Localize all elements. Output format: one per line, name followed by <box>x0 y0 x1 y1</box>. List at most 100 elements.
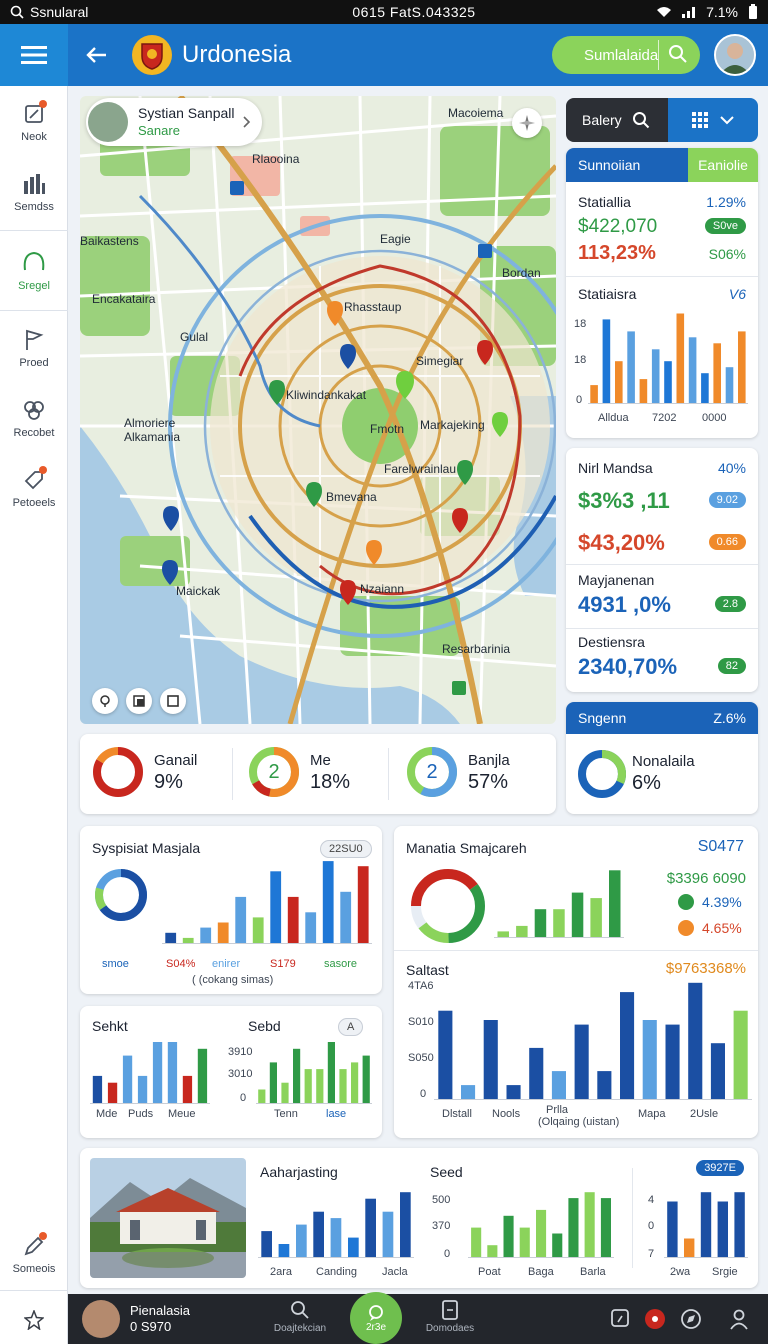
seed-bar-chart <box>468 1192 614 1258</box>
map-view[interactable]: Macoiema Rlaooina Baikastens Eagie Borda… <box>80 96 556 724</box>
note-icon[interactable] <box>610 1308 630 1328</box>
bar <box>552 1233 563 1257</box>
y-tick: 18 <box>574 354 587 366</box>
right-panel-search[interactable]: Balery <box>566 98 758 142</box>
leaf-icon <box>23 251 45 271</box>
bar <box>400 1192 411 1257</box>
favorites-button[interactable] <box>0 1296 68 1344</box>
bottom-nav-center[interactable]: 2r3e <box>350 1292 402 1344</box>
bar <box>382 1211 394 1257</box>
panel-sehkt: Sehkt Sebd A Mde Puds Meue 3910 3010 0 T… <box>80 1006 382 1138</box>
map-label: Alkamania <box>124 430 181 444</box>
card-pct-2: S06% <box>708 246 746 262</box>
card-subtitle: Destiensra <box>578 634 645 650</box>
y-tick: 0 <box>444 1248 451 1260</box>
layers-button[interactable] <box>126 688 152 714</box>
bar <box>304 1069 312 1103</box>
sidebar-item-proed[interactable]: Proed <box>0 314 68 384</box>
donut-item[interactable]: Ganail 9% <box>90 744 197 800</box>
fullscreen-button[interactable] <box>160 688 186 714</box>
x-tick: Canding <box>316 1266 357 1278</box>
sidebar-item-neok[interactable]: Neok <box>0 88 68 158</box>
alert-icon[interactable] <box>644 1308 666 1330</box>
profile-avatar <box>88 102 128 142</box>
donut-item[interactable]: 2 Me 18% <box>246 744 350 800</box>
header-search-label: Sumlalaida <box>584 46 659 64</box>
edit-icon <box>25 105 43 123</box>
compass-icon[interactable] <box>680 1308 702 1330</box>
bar <box>261 1231 272 1257</box>
y-tick: 0 <box>240 1092 247 1104</box>
panel-title-2: Seed <box>430 1164 463 1180</box>
card-header-label: Sngenn <box>578 710 627 726</box>
location-icon <box>100 695 110 707</box>
chart-title: Statiaisra <box>578 286 637 302</box>
bottom-user[interactable]: Pienalasia 0 S970 <box>82 1300 190 1338</box>
x-tick: Barla <box>580 1266 606 1278</box>
bar <box>664 361 672 403</box>
compass-button[interactable] <box>512 108 542 138</box>
battery-icon <box>749 4 757 19</box>
sidebar-item-petoeels[interactable]: Petoeels <box>0 454 68 524</box>
chevron-right-icon <box>242 116 250 128</box>
bar <box>584 1192 595 1257</box>
back-button[interactable] <box>68 46 124 64</box>
y-tick: 4 <box>648 1194 655 1206</box>
x-tick: Tenn <box>274 1108 298 1120</box>
stats-card-3: Sngenn Z.6% Nonalaila 6% <box>566 702 758 814</box>
user-name: Pienalasia <box>130 1303 190 1318</box>
map-label: Farelwrainlau <box>384 462 457 476</box>
card-value-2: 113,23% <box>578 242 656 264</box>
bar <box>516 925 528 937</box>
sidebar-item-recobet[interactable]: Recobet <box>0 384 68 454</box>
panel-title: Sehkt <box>92 1018 128 1034</box>
divider <box>388 748 389 800</box>
bar <box>590 385 598 403</box>
sidebar-item-semdss[interactable]: Semdss <box>0 158 68 228</box>
square-icon <box>167 695 179 707</box>
bar <box>710 1043 725 1099</box>
x-tick: smoe <box>102 958 129 970</box>
bar <box>293 1048 301 1103</box>
divider <box>566 276 758 277</box>
x-tick: Mapa <box>638 1108 666 1120</box>
bottom-nav-docs[interactable]: Domodaes <box>410 1300 490 1334</box>
bar <box>713 343 721 403</box>
bar <box>700 1192 712 1257</box>
signal-icon <box>682 7 696 18</box>
bar <box>92 1075 103 1103</box>
grid-view-dropdown[interactable] <box>668 98 758 142</box>
x-tick: Dlstall <box>442 1108 472 1120</box>
locate-button[interactable] <box>92 688 118 714</box>
sidebar-item-someois[interactable]: Someois <box>0 1220 68 1290</box>
sidebar-item-sregel[interactable]: Sregel <box>0 236 68 306</box>
panel-badge[interactable]: A <box>338 1018 364 1036</box>
bar <box>487 1245 498 1257</box>
chat-icon <box>369 1304 383 1321</box>
bar <box>365 1198 376 1257</box>
bottom-nav-search[interactable]: Doajtekcian <box>260 1300 340 1334</box>
sebd-bar-chart <box>256 1042 372 1104</box>
menu-button[interactable] <box>0 24 68 86</box>
user-avatar[interactable] <box>714 34 756 76</box>
card-pct: 1.29% <box>706 194 746 210</box>
card-value-1: $3%3 ,11 <box>578 488 670 513</box>
map-label: Kliwindankakat <box>286 388 367 402</box>
donut-chart <box>93 747 143 797</box>
map-label: Encakataira <box>92 292 156 306</box>
panel-badge[interactable]: 3927E <box>696 1160 744 1176</box>
card-pct: 40% <box>717 460 746 476</box>
person-icon[interactable] <box>728 1308 750 1330</box>
sidebar-item-label: Semdss <box>14 201 54 213</box>
map-label: Rlaooina <box>252 152 300 166</box>
map-profile-card[interactable]: Systian Sanpall Sanare <box>86 98 262 146</box>
card-title: Statiallia <box>578 194 631 210</box>
panel-badge[interactable]: 22SU0 <box>320 840 372 858</box>
header-search-button[interactable]: Sumlalaida <box>552 36 700 74</box>
panel-bar-chart <box>162 861 372 944</box>
x-tick: Alldua <box>598 412 629 424</box>
card-tab-left[interactable]: Sunnoiian <box>566 148 688 182</box>
bar <box>438 1010 453 1099</box>
donut-item[interactable]: 2 Banjla 57% <box>404 744 510 800</box>
card-tab-right[interactable]: Eaniolie <box>688 148 758 182</box>
